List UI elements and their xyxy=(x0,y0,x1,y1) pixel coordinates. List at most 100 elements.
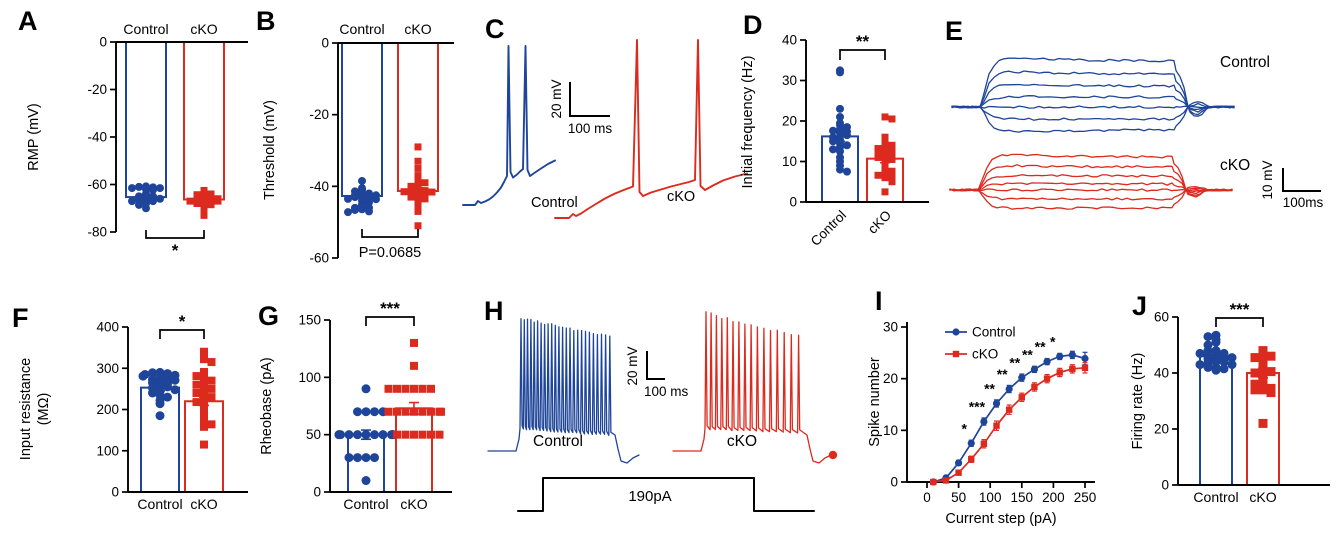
data-point-control xyxy=(1056,352,1064,361)
bar-control xyxy=(125,41,167,199)
data-point-cko xyxy=(214,197,222,205)
data-point-cko xyxy=(888,178,896,186)
data-point-cko xyxy=(968,456,975,463)
trace-family-cko xyxy=(949,153,1233,198)
data-point-control xyxy=(358,205,366,214)
y-axis-label: RMP (mV) xyxy=(26,103,42,170)
data-point-cko xyxy=(200,374,208,383)
y-tick-label: 10 xyxy=(883,423,898,438)
data-point-control xyxy=(836,68,844,77)
data-point-control xyxy=(1219,357,1229,367)
y-tick-label: 0 xyxy=(99,35,107,50)
data-point-cko xyxy=(407,186,415,194)
data-point-control xyxy=(836,104,844,113)
data-point-control xyxy=(967,439,975,447)
sig-label: * xyxy=(179,312,186,331)
current-step-label: 190pA xyxy=(628,488,671,505)
y-tick-label: -60 xyxy=(87,177,107,192)
trace-label-control: Control xyxy=(1220,54,1270,71)
trace-family-control xyxy=(951,105,1235,109)
y-tick-label: 60 xyxy=(1154,310,1169,325)
panel-e-svg: E Control cKO 10 mV 100ms xyxy=(945,16,1324,210)
data-point-control xyxy=(843,167,851,176)
data-point-control xyxy=(170,375,180,385)
data-point-cko xyxy=(207,384,216,393)
sig-label: P=0.0685 xyxy=(359,245,422,261)
data-point-control xyxy=(334,430,344,440)
y-axis-label: Threshold (mV) xyxy=(262,100,278,200)
data-point-control xyxy=(361,384,371,394)
panel-b-svg: B 0 -20 -40 -60 Threshold (mV) Control cKO P=0.0… xyxy=(256,6,454,266)
y-tick-label: 20 xyxy=(782,114,797,129)
data-point-control xyxy=(836,129,844,138)
data-point-control xyxy=(344,453,354,463)
data-point-cko xyxy=(200,211,208,219)
data-point-cko xyxy=(980,440,988,447)
spike-train-cko-end-dot xyxy=(828,450,838,460)
data-point-cko xyxy=(384,407,393,416)
y-axis-label: Firing rate (Hz) xyxy=(1130,353,1146,450)
x-tick-label: 150 xyxy=(1011,490,1034,505)
data-point-cko xyxy=(200,355,208,364)
y-tick-label: 20 xyxy=(1154,422,1169,437)
data-point-cko xyxy=(207,393,216,402)
data-point-cko xyxy=(192,398,201,407)
data-point-cko xyxy=(428,188,436,196)
group-label: Control xyxy=(343,496,388,512)
panel-a: A 0 -20 -40 -60 -80 RMP (mV) Control cKO * xyxy=(8,0,254,285)
data-point-cko xyxy=(1258,376,1268,386)
group-label: Control xyxy=(808,208,849,249)
y-tick-label: -20 xyxy=(87,82,107,97)
current-step-trace xyxy=(517,477,815,512)
data-point-cko xyxy=(401,407,410,416)
sig-bracket xyxy=(839,49,886,60)
data-point-cko xyxy=(200,413,208,422)
data-point-cko xyxy=(881,174,889,182)
sig-label: ** xyxy=(1009,355,1020,371)
y-tick-label: 30 xyxy=(883,320,898,335)
x-tick-label: 200 xyxy=(1042,490,1065,505)
scalebar xyxy=(646,351,665,380)
data-point-cko xyxy=(1031,383,1038,391)
sig-label: ** xyxy=(856,32,870,51)
data-point-cko xyxy=(427,430,435,439)
data-point-control xyxy=(1195,360,1205,370)
data-point-cko xyxy=(200,401,208,410)
data-point-cko xyxy=(888,145,896,153)
x-tick-label: 50 xyxy=(951,490,966,505)
data-point-cko xyxy=(200,395,208,404)
data-point-cko xyxy=(193,200,201,207)
data-point-cko xyxy=(881,147,889,155)
y-tick-label: 40 xyxy=(782,33,797,48)
data-point-cko xyxy=(207,196,215,204)
data-point-cko xyxy=(1258,357,1268,367)
data-point-control xyxy=(163,392,172,402)
data-point-cko xyxy=(888,149,896,157)
data-point-control xyxy=(344,430,354,440)
trace-family-control xyxy=(951,101,1235,133)
spike-train-control xyxy=(487,318,640,464)
bar-control xyxy=(1199,355,1233,486)
data-point-cko xyxy=(192,389,201,397)
data-point-control xyxy=(370,407,379,417)
y-tick-label: 200 xyxy=(96,402,119,417)
legend-label: Control xyxy=(972,325,1016,340)
x-tick-label: 250 xyxy=(1074,490,1097,505)
y-tick-label: -20 xyxy=(309,107,329,122)
data-point-control xyxy=(836,165,844,174)
data-point-control xyxy=(372,195,380,204)
data-point-cko xyxy=(888,155,896,163)
panel-h-svg: H Control cKO 20 mV 100 ms 190pA xyxy=(484,296,838,512)
data-point-cko xyxy=(414,197,422,205)
scalebar-h-label: 100 ms xyxy=(644,384,689,399)
scalebar-v-label: 20 mV xyxy=(549,79,564,118)
data-point-cko xyxy=(993,422,1000,429)
y-tick-label: 0 xyxy=(313,485,321,500)
data-point-control xyxy=(1030,365,1039,373)
y-tick-label: 10 xyxy=(782,154,797,169)
trace-family-control xyxy=(951,57,1235,117)
panel-e: E Control cKO 10 mV 100ms xyxy=(920,0,1339,285)
bar-cko xyxy=(395,407,433,493)
panel-g-svg: G 0 50 100 150 Rheobase (pA) Control cKO *** xyxy=(258,299,452,512)
panel-letter-j: J xyxy=(1132,291,1147,321)
